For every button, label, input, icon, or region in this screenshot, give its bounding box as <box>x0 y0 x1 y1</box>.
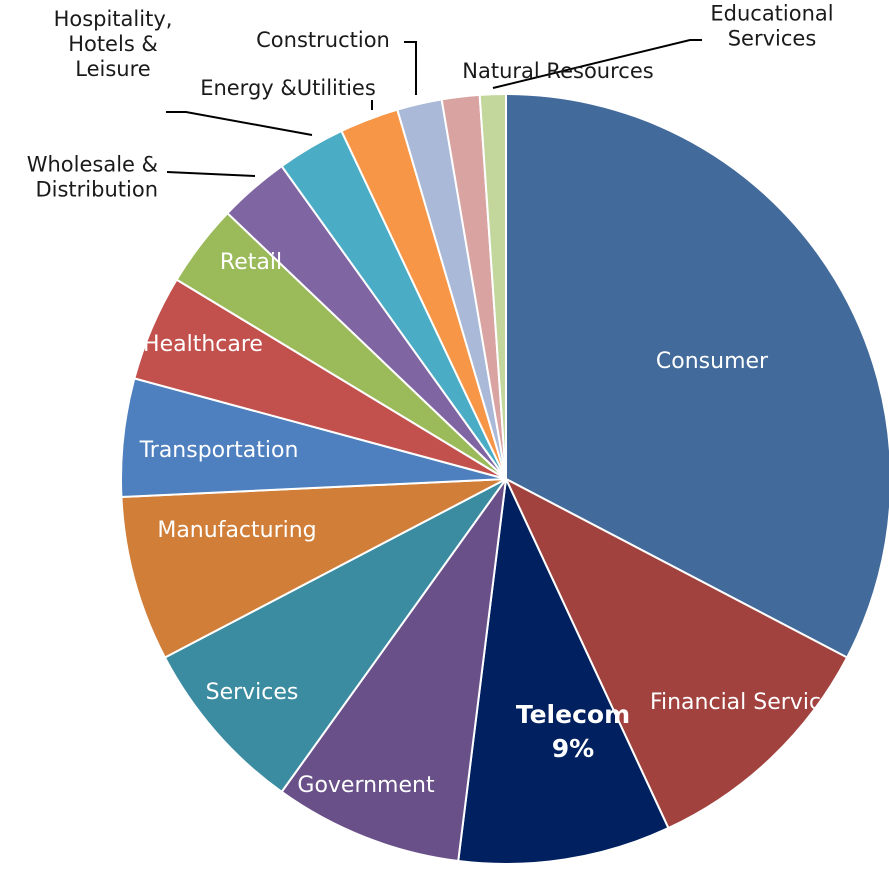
leader-line-construction <box>404 41 417 95</box>
pie-slice-government <box>280 478 507 863</box>
leader-line-educational-services <box>492 39 702 89</box>
slice-label-telecom: Telecom 9% <box>516 700 630 763</box>
slice-labels: Consumer Financial Services Telecom 9% Gover… <box>27 2 846 799</box>
slice-label-retail: Retail <box>220 250 282 275</box>
leader-line-hospitality-hotels-and-leisure <box>166 111 313 136</box>
pie-slice-educational-services <box>478 92 507 480</box>
slice-label-financial-services: Financial Services <box>650 690 846 715</box>
slice-label-energy-andutilities: Energy &Utilities <box>200 76 376 100</box>
leader-lines <box>166 39 702 177</box>
pie-slice-manufacturing <box>120 478 507 659</box>
pie-slice-financial-services <box>503 476 849 830</box>
slice-label-hospitality-hotels-and-leisure: Hospitality, Hotels & Leisure <box>54 7 173 81</box>
slice-label-manufacturing: Manufacturing <box>157 518 316 543</box>
slice-label-natural-resources: Natural Resources <box>462 59 653 83</box>
slice-label-educational-services: Educational Services <box>710 2 833 51</box>
slice-label-transportation: Transportation <box>139 438 299 463</box>
pie-slice-services <box>163 478 507 794</box>
pie-slice-consumer <box>505 92 889 659</box>
slice-label-consumer: Consumer <box>656 349 769 374</box>
slice-label-healthcare: Healthcare <box>143 332 263 357</box>
slice-label-services: Services <box>206 680 299 705</box>
slice-label-construction: Construction <box>256 28 390 52</box>
slice-label-wholesale-and-distribution: Wholesale & Distribution <box>27 153 158 202</box>
leader-line-wholesale-and-distribution <box>166 171 256 177</box>
pie-slice-telecom <box>457 475 670 865</box>
slices-layer <box>120 92 889 865</box>
slice-label-government: Government <box>297 773 435 798</box>
